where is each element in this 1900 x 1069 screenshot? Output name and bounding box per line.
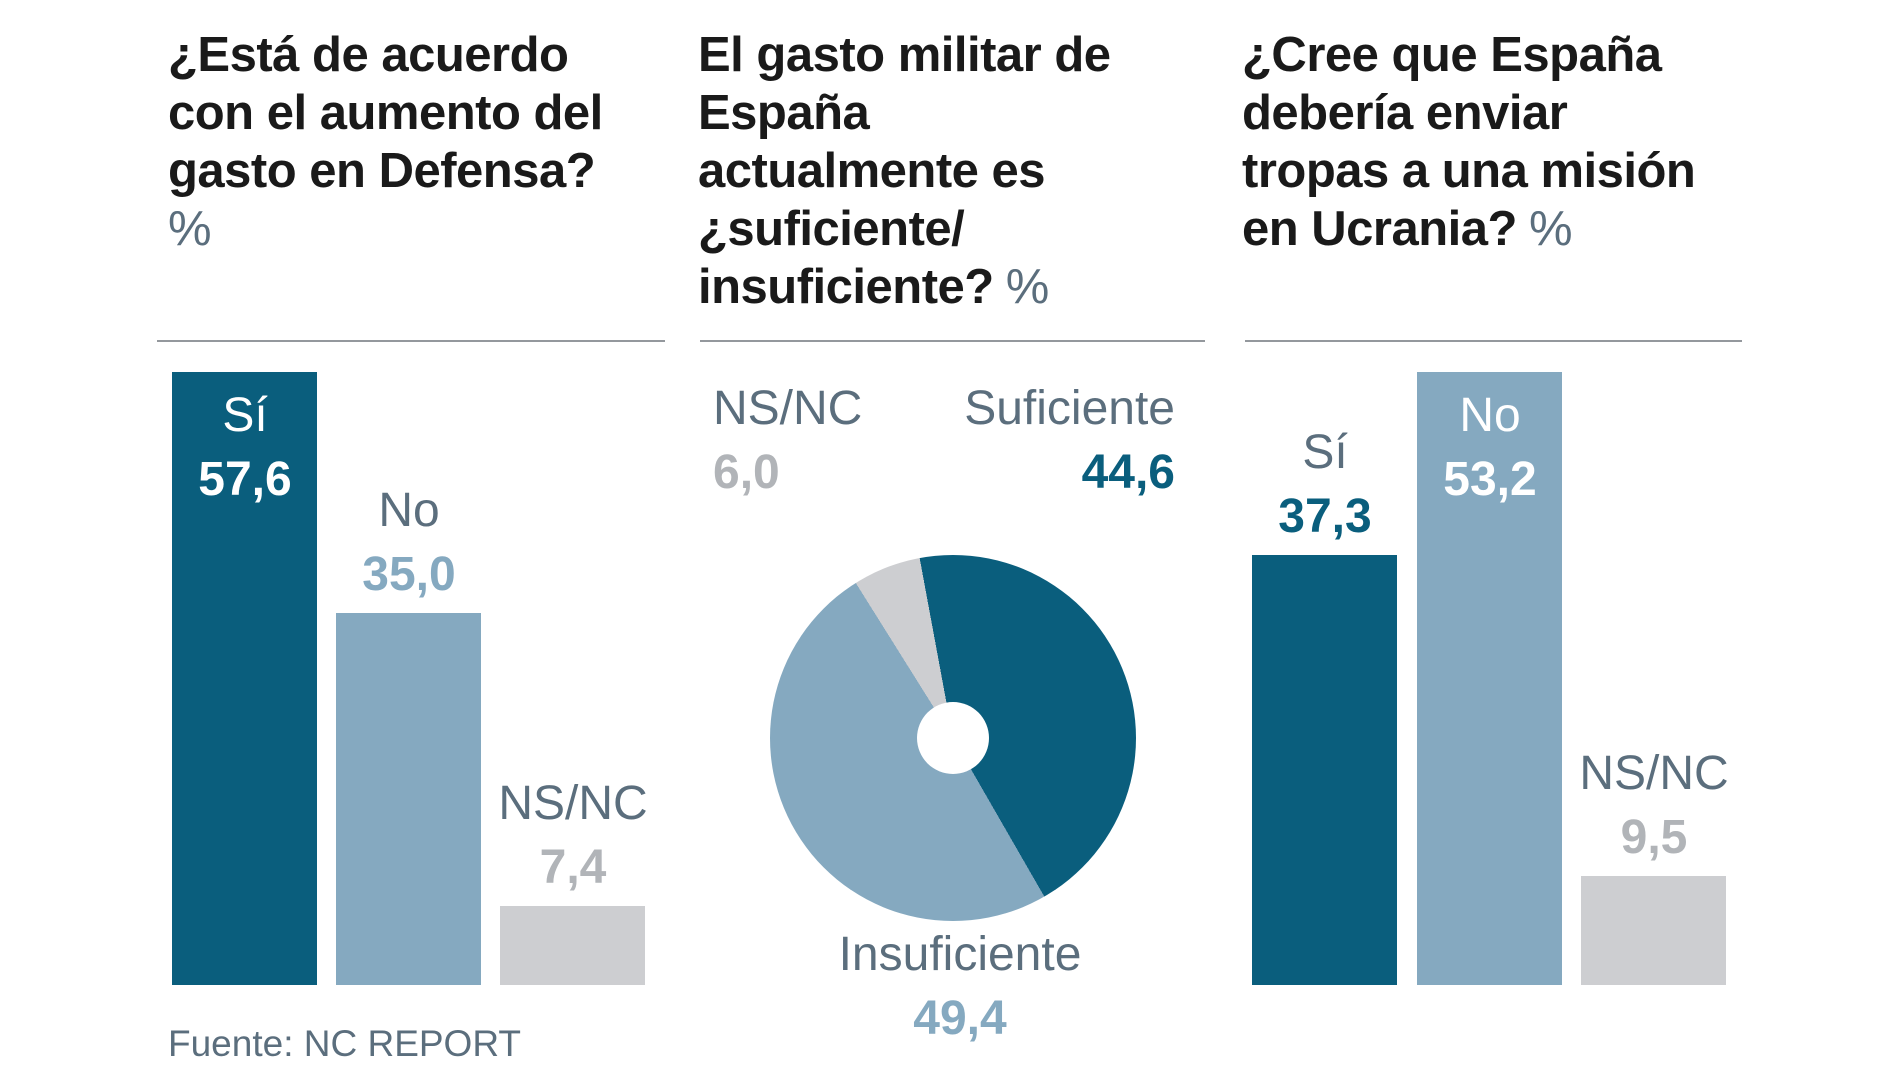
title-line: tropas a una misión — [1242, 144, 1696, 198]
slice-label: Suficiente — [964, 382, 1175, 435]
slice-value: 44,6 — [1081, 446, 1175, 499]
bar-category-label: NS/NC — [498, 777, 648, 830]
title-line: debería enviar — [1242, 86, 1568, 140]
title-line: actualmente es — [698, 144, 1046, 198]
title-line: insuficiente?% — [698, 258, 1111, 316]
bar-s — [172, 372, 317, 985]
bar-no — [1417, 372, 1562, 985]
chart1-title: ¿Está de acuerdo con el aumento del gasto … — [168, 26, 603, 258]
unit-label: % — [168, 202, 212, 256]
title-line: El gasto militar de — [698, 28, 1111, 82]
bar-category-label: NS/NC — [1579, 747, 1729, 800]
bar-value-label: 9,5 — [1620, 811, 1688, 864]
slice-value: 49,4 — [913, 992, 1007, 1045]
donut-callout-suficiente: Suficiente 44,6 — [964, 377, 1175, 505]
chart1-separator — [157, 340, 665, 342]
unit-label: % — [1005, 260, 1050, 314]
bar-nsnc — [1581, 876, 1726, 985]
bar-label-block: NS/NC 9,5 — [1494, 742, 1814, 870]
bar-no — [336, 613, 481, 985]
bar-value-label: 7,4 — [539, 841, 607, 894]
source-note: Fuente: NC REPORT — [168, 1023, 521, 1064]
bar-category-label: Sí — [222, 389, 268, 442]
bar-category-label: No — [1459, 389, 1521, 442]
bar-category-label: No — [378, 484, 440, 537]
bar-s — [1252, 555, 1397, 985]
title-line: con el aumento del — [168, 86, 603, 140]
bar-label-block: Sí 37,3 — [1165, 421, 1485, 549]
donut-hole — [917, 702, 989, 774]
bar-nsnc — [500, 906, 645, 985]
bar-label-block: No 53,2 — [1330, 384, 1650, 512]
slice-label: Insuficiente — [838, 928, 1082, 981]
bar-value-label: 53,2 — [1443, 453, 1537, 506]
chart3-separator — [1245, 340, 1742, 342]
chart2-title: El gasto militar de España actualmente es ¿… — [698, 26, 1111, 316]
title-line: gasto en Defensa? — [168, 144, 596, 198]
title-line: en Ucrania?% — [1242, 200, 1695, 258]
bar-label-block: Sí 57,6 — [85, 384, 405, 512]
title-line: ¿Cree que España — [1242, 28, 1662, 82]
title-text: en Ucrania? — [1242, 202, 1517, 256]
title-line: ¿Está de acuerdo — [168, 28, 569, 82]
title-line: ¿suficiente/ — [698, 202, 965, 256]
title-text: insuficiente? — [698, 260, 994, 314]
chart2-separator — [700, 340, 1205, 342]
donut-callout-insuficiente: Insuficiente 49,4 — [760, 923, 1160, 1051]
slice-value: 6,0 — [713, 446, 780, 499]
chart3-title: ¿Cree que España debería enviar tropas a u… — [1242, 26, 1696, 258]
bar-value-label: 57,6 — [198, 453, 292, 506]
bar-value-label: 35,0 — [362, 548, 456, 601]
title-line: España — [698, 86, 870, 140]
bar-label-block: No 35,0 — [249, 479, 569, 607]
donut-callout-nsnc: NS/NC 6,0 — [713, 377, 862, 505]
bar-category-label: Sí — [1302, 426, 1348, 479]
bar-label-block: NS/NC 7,4 — [413, 772, 733, 900]
slice-label: NS/NC — [713, 382, 863, 435]
bar-value-label: 37,3 — [1278, 490, 1372, 543]
unit-label: % — [1528, 202, 1573, 256]
